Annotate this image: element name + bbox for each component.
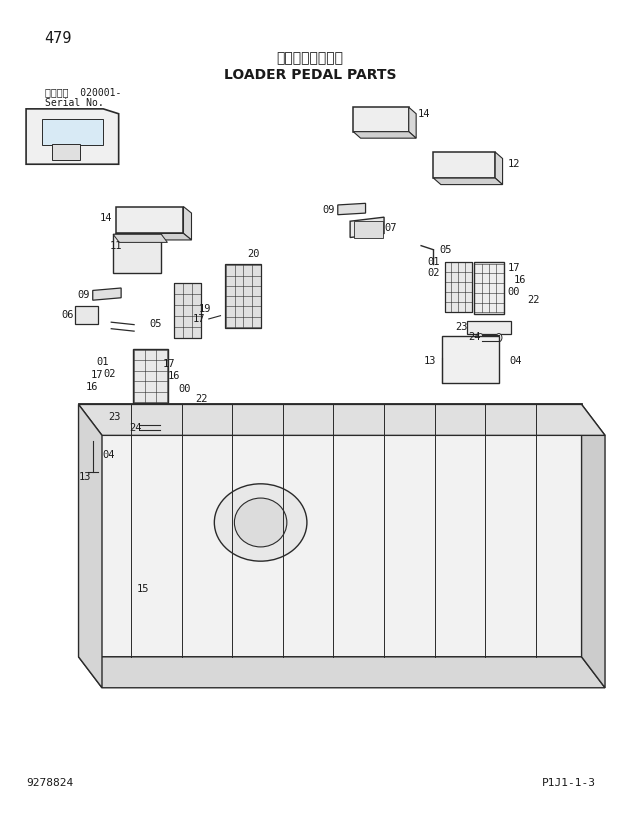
Polygon shape <box>409 107 416 138</box>
Text: 22: 22 <box>527 295 539 306</box>
Text: 23: 23 <box>455 322 467 332</box>
Polygon shape <box>338 203 366 215</box>
Text: 09: 09 <box>322 205 335 215</box>
Text: 24: 24 <box>130 423 142 433</box>
Text: 13: 13 <box>79 472 92 482</box>
Bar <box>226 265 261 328</box>
Polygon shape <box>582 404 605 688</box>
Text: 17: 17 <box>193 314 205 324</box>
Polygon shape <box>433 152 495 178</box>
Circle shape <box>477 333 484 342</box>
Polygon shape <box>115 207 184 234</box>
Bar <box>133 349 168 403</box>
Bar <box>103 439 141 470</box>
Polygon shape <box>113 234 167 243</box>
Text: 14: 14 <box>100 213 113 223</box>
Text: 05: 05 <box>440 245 452 255</box>
Bar <box>354 221 383 238</box>
Ellipse shape <box>215 484 307 561</box>
Bar <box>76 306 98 324</box>
Polygon shape <box>433 178 503 185</box>
Polygon shape <box>79 404 102 688</box>
Polygon shape <box>184 207 192 240</box>
Text: 11: 11 <box>109 241 122 251</box>
Circle shape <box>157 423 164 431</box>
Text: 02: 02 <box>427 267 440 278</box>
Polygon shape <box>79 404 582 657</box>
Polygon shape <box>26 109 118 164</box>
Polygon shape <box>353 107 409 132</box>
Bar <box>113 234 161 274</box>
Text: 9278824: 9278824 <box>26 778 73 788</box>
Bar <box>467 320 512 333</box>
Text: 01: 01 <box>96 357 109 367</box>
Text: 00: 00 <box>179 384 191 394</box>
Text: 17: 17 <box>507 263 520 274</box>
Text: 17: 17 <box>91 370 104 380</box>
Text: 16: 16 <box>168 371 180 381</box>
Text: 05: 05 <box>149 319 162 328</box>
Text: 07: 07 <box>384 223 396 233</box>
Text: 04: 04 <box>509 356 522 366</box>
Text: 04: 04 <box>102 450 115 460</box>
Bar <box>127 408 172 422</box>
Polygon shape <box>79 404 605 435</box>
Polygon shape <box>115 234 192 240</box>
Text: Serial No.: Serial No. <box>45 98 104 108</box>
Text: 14: 14 <box>418 109 430 118</box>
Text: 01: 01 <box>427 257 440 267</box>
Text: 09: 09 <box>78 290 90 301</box>
Circle shape <box>496 333 502 342</box>
Text: 02: 02 <box>103 369 116 379</box>
Text: 24: 24 <box>469 332 481 342</box>
Text: 15: 15 <box>137 584 149 594</box>
Bar <box>52 144 80 160</box>
Text: 22: 22 <box>196 394 208 404</box>
Bar <box>174 283 202 338</box>
Bar <box>42 118 104 145</box>
Text: 適用号機  020001-: 適用号機 020001- <box>45 87 121 97</box>
Text: 16: 16 <box>513 275 526 285</box>
Text: 12: 12 <box>507 159 520 169</box>
Polygon shape <box>350 217 384 238</box>
Text: 20: 20 <box>247 249 259 259</box>
Polygon shape <box>353 132 416 138</box>
Polygon shape <box>495 152 503 185</box>
Ellipse shape <box>234 498 287 547</box>
Polygon shape <box>79 657 605 688</box>
Text: 479: 479 <box>45 30 72 46</box>
Text: 13: 13 <box>424 356 436 366</box>
Text: P1J1-1-3: P1J1-1-3 <box>542 778 596 788</box>
Bar <box>474 261 505 315</box>
Text: 16: 16 <box>86 382 99 391</box>
Circle shape <box>135 423 141 431</box>
Polygon shape <box>93 288 121 300</box>
Text: 17: 17 <box>163 359 175 368</box>
Text: 06: 06 <box>62 310 74 320</box>
Text: ローダペダル部品: ローダペダル部品 <box>277 51 343 65</box>
Text: LOADER PEDAL PARTS: LOADER PEDAL PARTS <box>224 68 396 82</box>
Text: 19: 19 <box>199 304 211 315</box>
Text: 00: 00 <box>507 287 520 297</box>
Text: 23: 23 <box>108 412 121 422</box>
Bar <box>445 262 472 312</box>
Bar <box>442 336 499 383</box>
